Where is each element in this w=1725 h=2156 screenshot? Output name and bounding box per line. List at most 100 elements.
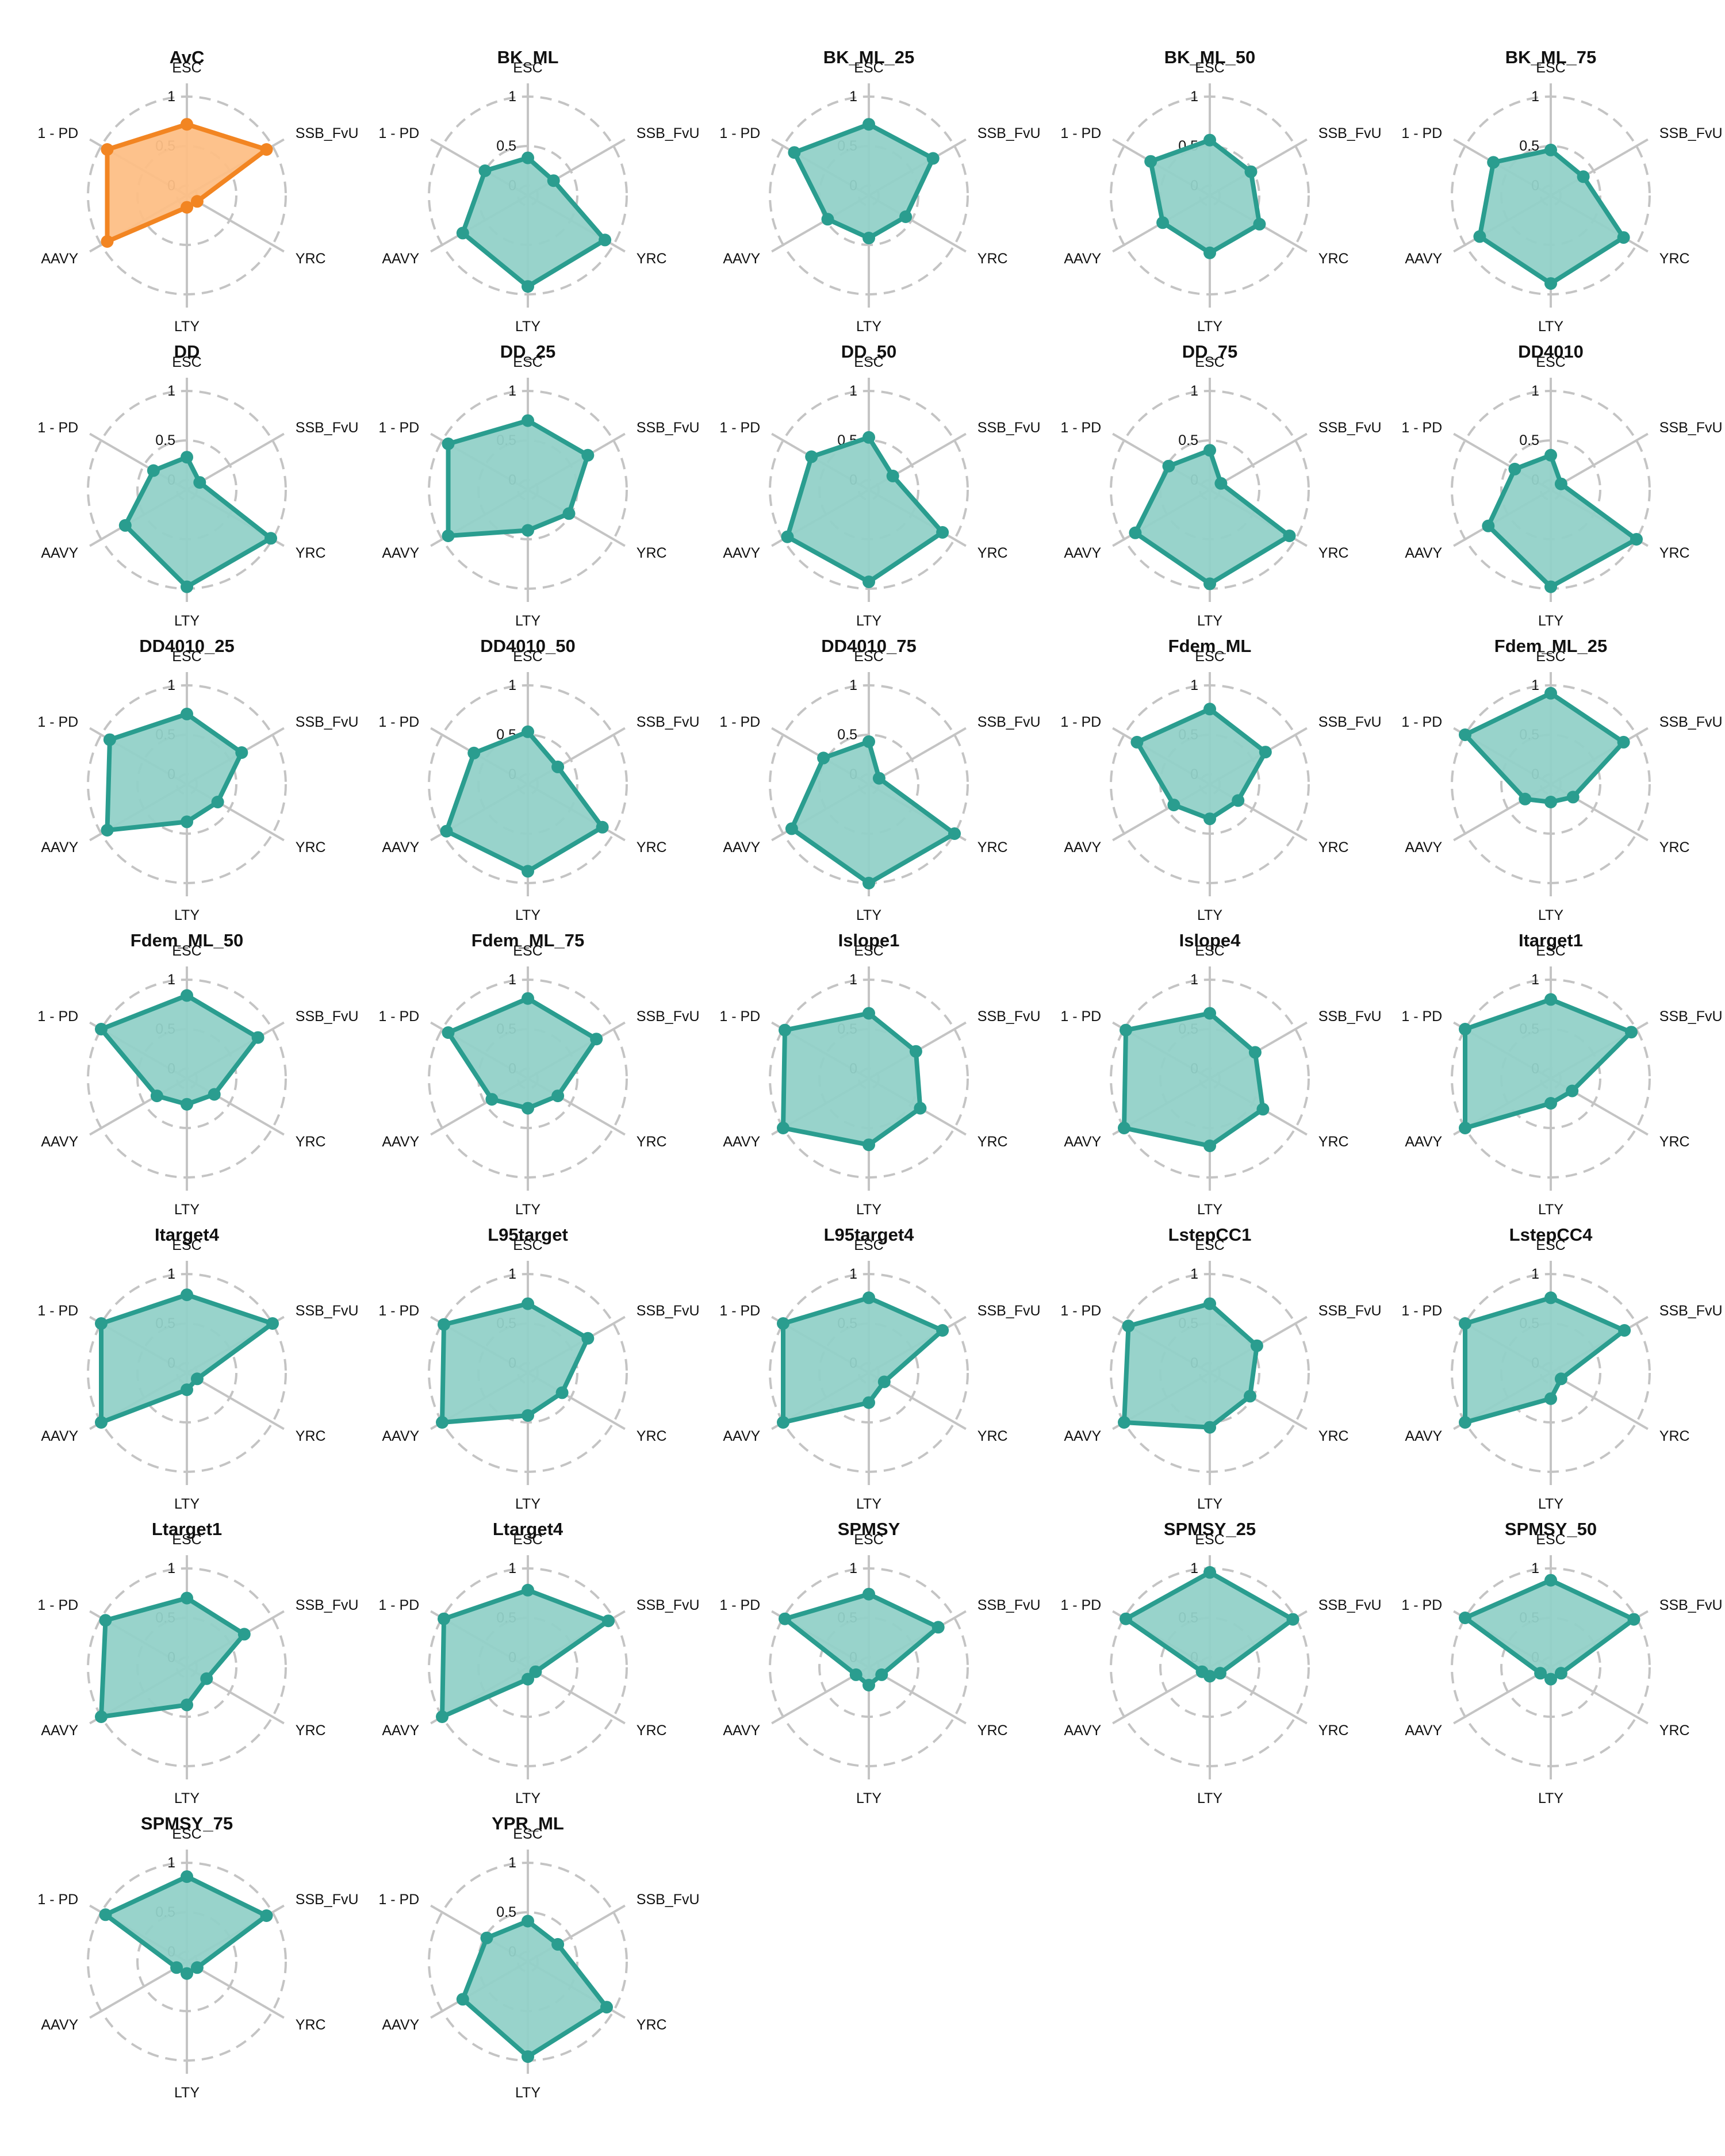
data-point-esc (862, 1007, 875, 1020)
radar-area (1122, 1301, 1259, 1430)
ring-tick-label: 1 (508, 1266, 516, 1282)
data-point-aavy (1129, 526, 1142, 539)
axis-label-lty: LTY (856, 1202, 881, 1218)
axis-label-esc: ESC (172, 1826, 201, 1842)
axis-label-lty: LTY (856, 1790, 881, 1806)
axis-label-aavy: AAVY (382, 2017, 419, 2033)
data-point-esc (862, 431, 875, 444)
axis-label-esc: ESC (1195, 354, 1224, 370)
data-point-ssb-fvu (1214, 477, 1228, 490)
panel-title: Islope1 (838, 930, 900, 950)
data-point-esc (181, 1288, 193, 1302)
axis-label-yrc: YRC (977, 1134, 1008, 1150)
data-point-ssb-fvu (266, 1317, 279, 1330)
axis-label-1-pd: 1 - PD (1401, 125, 1442, 141)
data-point-esc (181, 1870, 193, 1883)
axis-label-esc: ESC (1536, 649, 1565, 665)
data-point-1-pd (467, 746, 481, 759)
data-point-lty (862, 1138, 875, 1152)
axis-label-ssb-fvu: SSB_FvU (1318, 1008, 1382, 1025)
data-point-esc (1203, 1297, 1216, 1310)
axis-label-esc: ESC (854, 1532, 883, 1548)
axis-label-lty: LTY (856, 319, 881, 335)
data-point-ssb-fvu (1577, 170, 1590, 183)
axis-label-yrc: YRC (977, 1723, 1008, 1739)
axis-label-esc: ESC (854, 60, 883, 76)
ring-tick-label: 1 (508, 1855, 516, 1871)
axis-label-ssb-fvu: SSB_FvU (296, 1597, 359, 1613)
axis-label-ssb-fvu: SSB_FvU (637, 1008, 700, 1025)
panel-title: SPMSY_50 (1505, 1519, 1597, 1539)
data-point-aavy (101, 235, 114, 248)
axis-label-esc: ESC (854, 354, 883, 370)
data-point-ssb-fvu (551, 1938, 565, 1951)
axis-label-aavy: AAVY (41, 1428, 78, 1444)
data-point-lty (522, 1409, 534, 1422)
axis-label-lty: LTY (515, 613, 540, 629)
data-point-lty (1544, 1097, 1557, 1110)
data-point-ssb-fvu (193, 476, 206, 489)
axis-label-esc: ESC (1195, 649, 1224, 665)
axis-label-aavy: AAVY (723, 1428, 760, 1444)
data-point-aavy (170, 1961, 183, 1974)
axis-label-lty: LTY (856, 1496, 881, 1512)
axis-label-ssb-fvu: SSB_FvU (296, 125, 359, 141)
axis-label-lty: LTY (1538, 1202, 1563, 1218)
data-point-yrc (1213, 1667, 1226, 1680)
data-point-ssb-fvu (251, 1031, 264, 1044)
axis-label-lty: LTY (515, 319, 540, 335)
radar-area (1486, 452, 1639, 589)
data-point-ssb-fvu (1244, 165, 1258, 178)
data-point-lty (1544, 580, 1557, 593)
axis-spoke (186, 1961, 285, 2019)
panel-title: SPMSY_25 (1164, 1519, 1256, 1539)
data-point-ssb-fvu (547, 174, 560, 187)
data-point-lty (522, 865, 534, 878)
data-point-aavy (456, 227, 469, 240)
data-point-lty (1203, 1140, 1216, 1152)
data-point-esc (1544, 143, 1557, 156)
radar-area (103, 1874, 269, 1976)
data-point-lty (181, 1967, 193, 1980)
axis-label-lty: LTY (1197, 1202, 1222, 1218)
data-point-lty (522, 524, 534, 537)
data-point-1-pd (1459, 1317, 1471, 1330)
radar-area (440, 1587, 611, 1719)
axis-label-esc: ESC (1195, 943, 1224, 959)
axis-label-1-pd: 1 - PD (37, 125, 78, 141)
data-point-1-pd (1459, 1612, 1471, 1624)
data-point-1-pd (777, 1317, 789, 1330)
data-point-1-pd (817, 751, 830, 765)
panel-title: SPMSY (838, 1519, 900, 1539)
data-point-esc (181, 989, 193, 1002)
axis-label-aavy: AAVY (382, 1723, 419, 1739)
ring-tick-label: 1 (1190, 972, 1198, 988)
axis-label-1-pd: 1 - PD (37, 714, 78, 730)
data-point-1-pd (1508, 462, 1521, 475)
axis-label-lty: LTY (515, 1202, 540, 1218)
data-point-ssb-fvu (1250, 1339, 1263, 1352)
data-point-lty (1544, 1392, 1557, 1405)
panel-title: DD4010 (1518, 342, 1584, 362)
radar-area (1477, 147, 1626, 286)
axis-label-aavy: AAVY (1064, 1723, 1101, 1739)
axis-label-lty: LTY (1197, 1496, 1222, 1512)
ring-tick-label: 1 (167, 1266, 175, 1282)
data-point-esc (1544, 1291, 1557, 1305)
axis-label-ssb-fvu: SSB_FvU (1318, 420, 1382, 436)
panel-title: Ltarget1 (152, 1519, 222, 1539)
axis-label-esc: ESC (172, 1532, 201, 1548)
radar-area (440, 1301, 591, 1425)
data-point-yrc (200, 1672, 213, 1685)
data-point-aavy (1459, 1416, 1471, 1429)
data-point-lty (1203, 577, 1216, 590)
radar-area (105, 711, 244, 833)
data-point-ssb-fvu (936, 1324, 949, 1337)
axis-label-yrc: YRC (1659, 545, 1690, 561)
data-point-aavy (436, 1416, 448, 1429)
